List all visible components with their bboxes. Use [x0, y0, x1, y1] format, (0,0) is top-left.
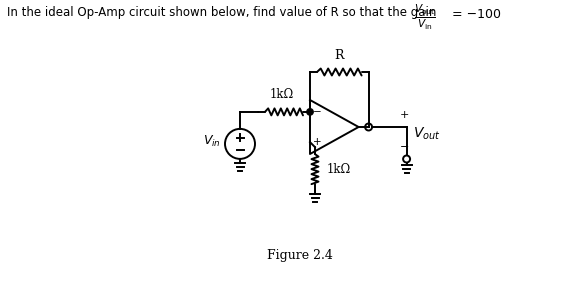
Text: +: + [312, 137, 321, 147]
Text: $\frac{V_{\mathrm{out}}}{V_{\mathrm{in}}}$: $\frac{V_{\mathrm{out}}}{V_{\mathrm{in}}… [414, 3, 436, 32]
Circle shape [307, 109, 313, 115]
Text: −: − [312, 107, 321, 117]
Text: 1kΩ: 1kΩ [327, 163, 351, 176]
Text: = −100: = −100 [452, 8, 501, 21]
Text: $V_{in}$: $V_{in}$ [203, 134, 221, 149]
Text: Figure 2.4: Figure 2.4 [267, 249, 333, 262]
Text: −: − [400, 142, 409, 152]
Text: $V_{out}$: $V_{out}$ [413, 126, 440, 142]
Text: In the ideal Op-Amp circuit shown below, find value of R so that the gain: In the ideal Op-Amp circuit shown below,… [7, 6, 440, 19]
Text: +: + [400, 110, 409, 120]
Text: R: R [334, 49, 344, 62]
Text: 1kΩ: 1kΩ [270, 88, 294, 101]
